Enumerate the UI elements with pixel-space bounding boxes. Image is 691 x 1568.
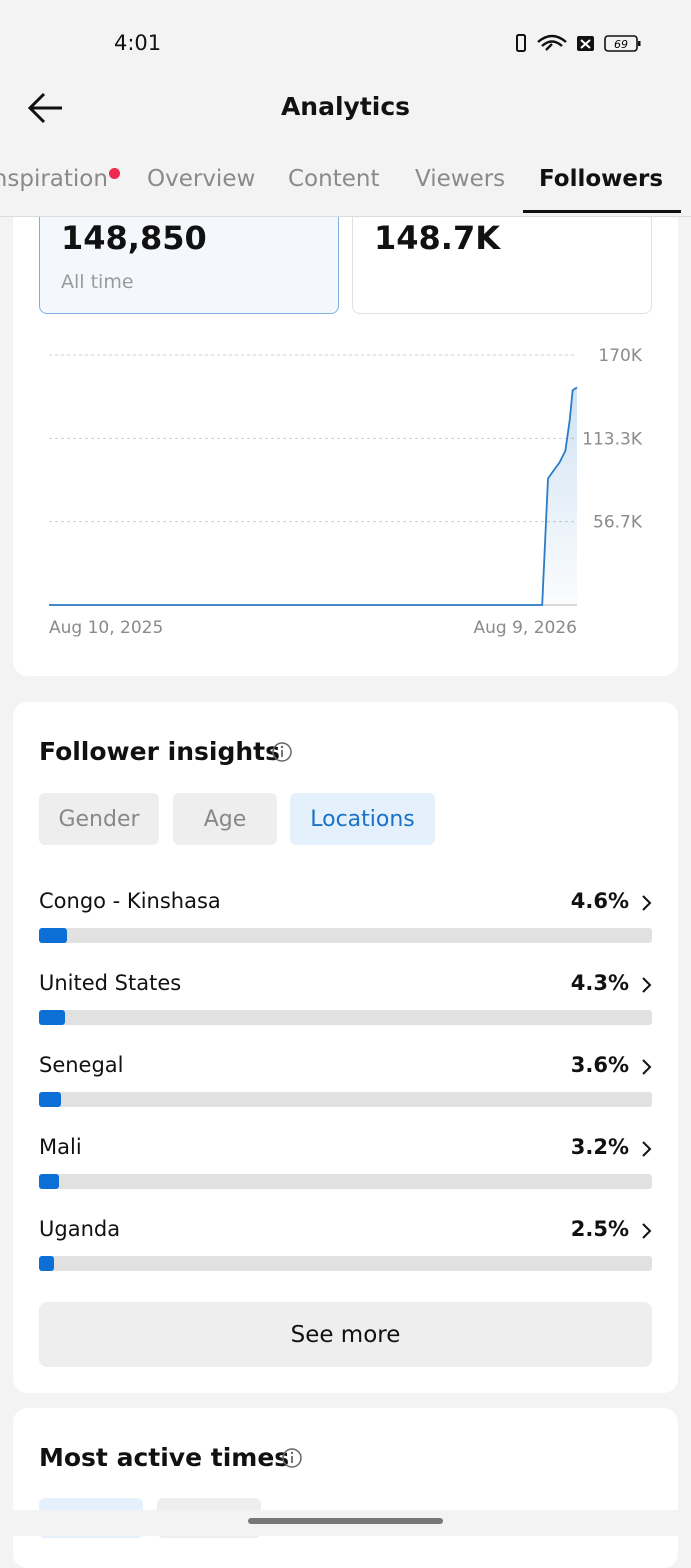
tab-indicator — [523, 210, 682, 213]
chevron — [642, 1141, 652, 1157]
location-name: Mali — [39, 1135, 82, 1159]
bar — [39, 1092, 62, 1107]
chevron-path — [642, 1141, 652, 1157]
location-name: Uganda — [39, 1217, 121, 1241]
location-percent: 3.2% — [570, 1135, 629, 1159]
home-indicator[interactable] — [248, 1518, 443, 1524]
section-title: Most active times — [39, 1443, 290, 1472]
line-chart: 56.7K 113.3K 170K Aug 10, 2025 Aug 9, 2026 — [49, 346, 643, 638]
bar-track — [39, 1256, 652, 1271]
chevron-path — [642, 1059, 652, 1075]
notification-dot — [108, 168, 120, 179]
chevron-path — [642, 1223, 652, 1239]
y-tick-label: 170K — [598, 346, 642, 366]
bar — [39, 928, 68, 943]
location-percent: 4.6% — [570, 889, 629, 913]
filter-chip[interactable]: Gender — [39, 793, 159, 845]
bar-track — [39, 1174, 652, 1189]
filter-chip[interactable]: Locations — [290, 793, 435, 845]
location-percent: 3.6% — [570, 1053, 629, 1077]
chevron — [642, 1223, 652, 1239]
stat-value: 148.7K — [374, 219, 501, 257]
tab[interactable]: Overview — [147, 166, 256, 192]
section-title: Follower insights — [39, 737, 280, 766]
tab[interactable]: Viewers — [415, 166, 506, 192]
line — [49, 386, 578, 606]
bar-track — [39, 928, 652, 943]
tab[interactable]: Content — [288, 166, 380, 192]
status-icons: 69 — [516, 34, 641, 52]
location-percent: 2.5% — [570, 1217, 629, 1241]
filter-chip[interactable]: Age — [173, 793, 277, 845]
location-name: Congo - Kinshasa — [39, 889, 221, 913]
area — [49, 387, 577, 605]
bar-track — [39, 1092, 652, 1107]
bar-track — [39, 1010, 652, 1025]
info-icon[interactable] — [281, 1447, 303, 1469]
y-tick-label: 56.7K — [593, 513, 643, 533]
bar — [39, 1010, 66, 1025]
active-times-card — [13, 1408, 678, 1568]
x-tick-label: Aug 9, 2026 — [474, 618, 578, 638]
location-name: Senegal — [39, 1053, 124, 1077]
tab[interactable]: Inspiration — [0, 166, 120, 192]
stat-caption: All time — [61, 271, 134, 293]
see-more-button[interactable]: See more — [39, 1302, 652, 1367]
back-button[interactable] — [26, 92, 66, 124]
bar — [39, 1174, 59, 1189]
chevron — [642, 977, 652, 993]
stat-value: 148,850 — [61, 219, 207, 257]
tab[interactable]: Followers — [523, 166, 682, 213]
location-name: United States — [39, 971, 182, 995]
location-percent: 4.3% — [570, 971, 629, 995]
chevron-path — [642, 895, 652, 911]
battery-level: 69 — [614, 38, 628, 51]
chevron — [642, 1059, 652, 1075]
status-time: 4:01 — [114, 31, 162, 55]
bar — [39, 1256, 55, 1271]
chevron — [642, 895, 652, 911]
chevron-path — [642, 977, 652, 993]
x-tick-label: Aug 10, 2025 — [49, 618, 163, 638]
y-tick-label: 113.3K — [582, 429, 643, 449]
info-icon[interactable] — [271, 741, 293, 763]
header: 4:01 69 Analytics Inspiration Overview Con… — [0, 0, 691, 217]
page-title: Analytics — [280, 92, 411, 121]
